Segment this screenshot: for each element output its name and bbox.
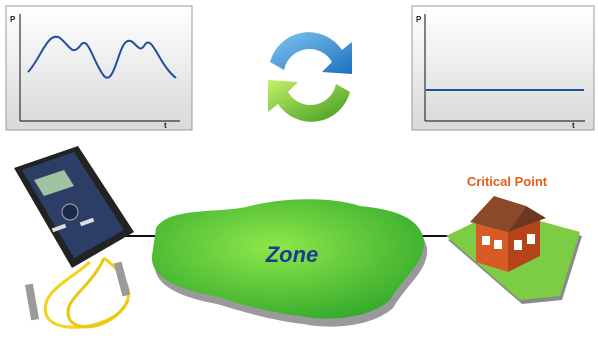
logger-device xyxy=(14,146,134,327)
probe xyxy=(114,262,131,297)
x-axis-label: t xyxy=(164,121,167,130)
panel-frame xyxy=(412,6,594,130)
cycle-icon xyxy=(268,32,352,122)
zone-label: Zone xyxy=(265,242,319,267)
y-axis-label: P xyxy=(416,15,422,24)
window xyxy=(494,240,502,249)
blue-arrow xyxy=(270,32,352,74)
window xyxy=(514,240,522,250)
left-panel: P t xyxy=(6,6,192,130)
window xyxy=(482,236,490,245)
x-axis-label: t xyxy=(572,121,575,130)
device-dial xyxy=(62,204,78,220)
zone: Zone xyxy=(152,199,427,326)
critical-point-label: Critical Point xyxy=(467,174,548,189)
green-arrow xyxy=(268,80,350,122)
critical-point: Critical Point xyxy=(446,174,582,304)
diagram: P t P t Zone Critical Point xyxy=(0,0,598,339)
page: {"panels": [{"y_label": "P", "x_label": … xyxy=(0,0,598,339)
y-axis-label: P xyxy=(10,15,16,24)
probe xyxy=(25,284,39,321)
window xyxy=(527,234,535,244)
right-panel: P t xyxy=(412,6,594,130)
